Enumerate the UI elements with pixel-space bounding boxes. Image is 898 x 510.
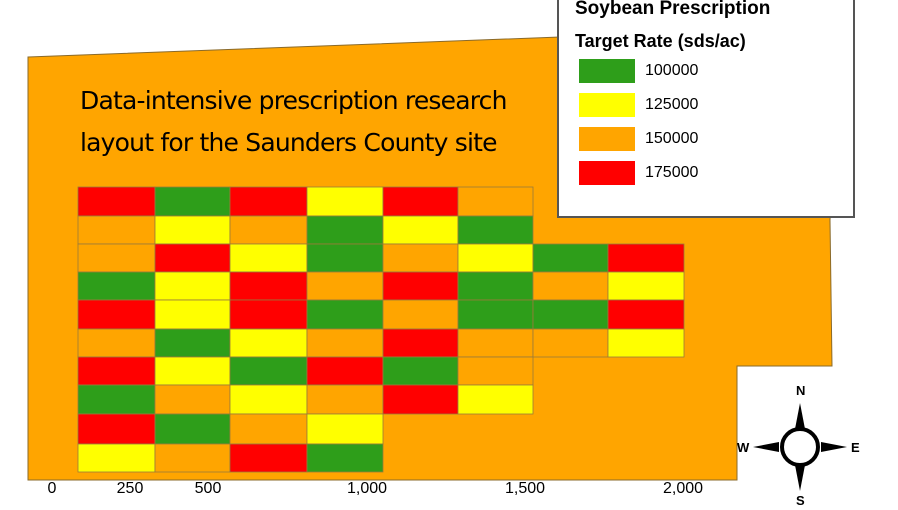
grid-cell xyxy=(382,299,459,330)
legend-swatch xyxy=(579,161,635,185)
scale-label: 500 xyxy=(194,480,222,497)
legend-subtitle: Target Rate (sds/ac) xyxy=(575,31,746,51)
grid-cell xyxy=(229,271,308,301)
grid-cell xyxy=(229,186,308,217)
map-title-line: Data-intensive prescription research xyxy=(80,86,507,115)
legend-swatch xyxy=(579,59,635,83)
legend-label: 150000 xyxy=(645,130,699,147)
legend: Soybean Prescription Target Rate (sds/ac… xyxy=(557,0,855,218)
compass-north-label: N xyxy=(796,383,806,398)
grid-cell xyxy=(532,299,609,330)
grid-cell xyxy=(77,243,156,273)
grid-cell xyxy=(77,413,156,445)
grid-cell xyxy=(77,271,156,301)
scale-bar: 0 250 500 1,000 1,500 2,000 xyxy=(0,480,898,505)
grid-cell xyxy=(306,328,384,358)
legend-item-125000: 125000 xyxy=(575,88,853,122)
scale-label: 250 xyxy=(116,480,144,497)
grid-cell xyxy=(77,186,156,217)
grid-cell xyxy=(154,299,231,330)
grid-cell xyxy=(229,443,308,473)
grid-cell xyxy=(77,384,156,415)
grid-cell xyxy=(229,243,308,273)
map-title: Data-intensive prescription research lay… xyxy=(80,80,507,164)
grid-cell xyxy=(77,356,156,386)
grid-cell xyxy=(77,328,156,358)
grid-cell xyxy=(154,443,231,473)
grid-cell xyxy=(77,299,156,330)
grid-cell xyxy=(382,243,459,273)
grid-cell xyxy=(306,299,384,330)
prescription-grid xyxy=(77,186,685,473)
grid-cell xyxy=(229,299,308,330)
grid-cell xyxy=(154,328,231,358)
legend-label: 100000 xyxy=(645,62,699,79)
grid-cell xyxy=(154,356,231,386)
grid-cell xyxy=(154,413,231,445)
grid-cell xyxy=(154,243,231,273)
north-arrow-compass: N S E W xyxy=(735,383,865,510)
legend-item-150000: 150000 xyxy=(575,122,853,156)
grid-cell xyxy=(77,215,156,245)
legend-item-100000: 100000 xyxy=(575,54,853,88)
grid-cell xyxy=(457,299,534,330)
grid-cell xyxy=(229,215,308,245)
grid-cell xyxy=(607,271,685,301)
grid-cell xyxy=(532,328,609,358)
grid-cell xyxy=(154,384,231,415)
grid-cell xyxy=(382,215,459,245)
grid-cell xyxy=(229,413,308,445)
grid-cell xyxy=(457,328,534,358)
grid-cell xyxy=(306,413,384,445)
grid-cell xyxy=(154,186,231,217)
compass-east-label: E xyxy=(851,440,860,455)
map-title-line: layout for the Saunders County site xyxy=(80,128,498,157)
grid-cell xyxy=(457,384,534,415)
grid-cell xyxy=(306,443,384,473)
scale-label: 2,000 xyxy=(662,480,704,497)
legend-swatch xyxy=(579,93,635,117)
grid-cell xyxy=(382,356,459,386)
grid-cell xyxy=(382,271,459,301)
grid-cell xyxy=(607,243,685,273)
grid-cell xyxy=(457,215,534,245)
grid-cell xyxy=(382,186,459,217)
legend-label: 125000 xyxy=(645,96,699,113)
grid-cell xyxy=(306,186,384,217)
grid-cell xyxy=(607,328,685,358)
grid-cell xyxy=(457,356,534,386)
grid-cell xyxy=(306,215,384,245)
scale-label: 0 xyxy=(47,480,57,497)
grid-cell xyxy=(229,356,308,386)
scale-label: 1,500 xyxy=(504,480,546,497)
grid-cell xyxy=(154,215,231,245)
grid-cell xyxy=(229,384,308,415)
grid-cell xyxy=(306,271,384,301)
grid-cell xyxy=(306,356,384,386)
grid-cell xyxy=(532,271,609,301)
legend-label: 175000 xyxy=(645,164,699,181)
grid-cell xyxy=(532,243,609,273)
grid-cell xyxy=(382,384,459,415)
grid-cell xyxy=(607,299,685,330)
grid-cell xyxy=(457,186,534,217)
compass-rose-icon xyxy=(753,403,847,491)
grid-cell xyxy=(77,443,156,473)
grid-cell xyxy=(457,243,534,273)
grid-cell xyxy=(154,271,231,301)
legend-item-175000: 175000 xyxy=(575,156,853,190)
grid-cell xyxy=(382,328,459,358)
compass-south-label: S xyxy=(796,493,805,508)
grid-cell xyxy=(306,243,384,273)
grid-cell xyxy=(306,384,384,415)
legend-swatch xyxy=(579,127,635,151)
legend-title: Soybean Prescription xyxy=(575,0,771,19)
compass-west-label: W xyxy=(737,440,750,455)
scale-label: 1,000 xyxy=(346,480,388,497)
grid-cell xyxy=(457,271,534,301)
grid-cell xyxy=(229,328,308,358)
